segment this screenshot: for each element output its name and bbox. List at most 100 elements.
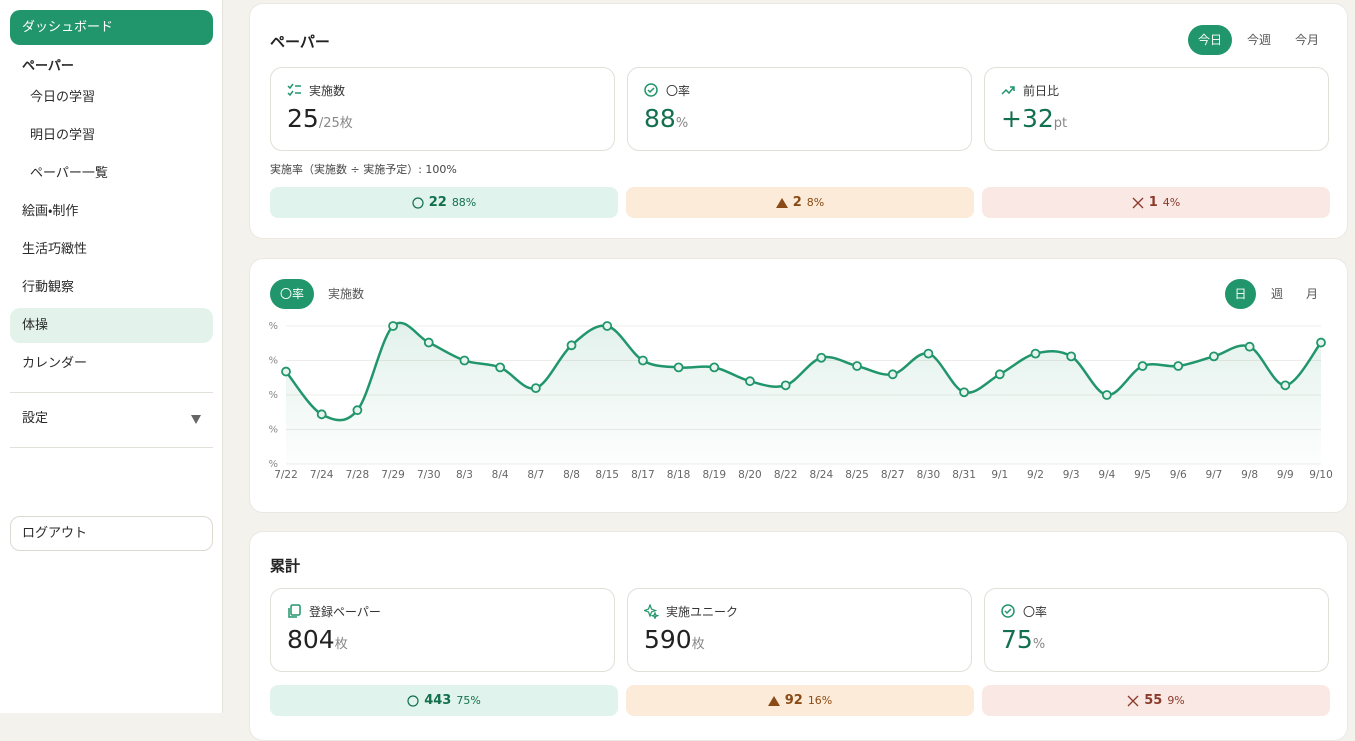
x-tick-label: 9/6 xyxy=(1170,469,1187,481)
nav-subitem[interactable]: 今日の学習 xyxy=(30,90,96,105)
x-tick-label: 8/7 xyxy=(527,469,544,481)
stat-label: 実施数 xyxy=(309,84,346,98)
total-card: 累計 登録ペーパー 804枚 実施ユニーク 590枚 〇率 75% 443 75% 92 16% 5… xyxy=(249,531,1348,741)
x-tick-label: 9/1 xyxy=(991,469,1008,481)
note: 実施率（実施数 ÷ 実施予定）: 100% xyxy=(270,163,457,176)
stat-value-row: 590枚 xyxy=(644,625,705,654)
stat-unit: /25枚 xyxy=(318,116,353,131)
sidebar: ダッシュボード ペーパー 今日の学習 明日の学習 ペーパー一覧 絵画・制作 生活… xyxy=(0,0,223,713)
stat-box: 〇率 88% xyxy=(627,67,972,151)
stat-value: 75 xyxy=(1001,625,1033,654)
stat-icon xyxy=(644,83,659,102)
point xyxy=(281,366,291,377)
tab[interactable]: 今週 xyxy=(1246,33,1271,47)
x-tick-label: 8/19 xyxy=(702,469,726,481)
point xyxy=(1137,361,1148,371)
stat-label: 〇率 xyxy=(666,84,691,98)
point xyxy=(923,348,934,359)
stat-value: 88 xyxy=(644,104,676,133)
result-percent: 9% xyxy=(1167,694,1185,707)
result-percent: 8% xyxy=(806,196,825,209)
logout-button[interactable] xyxy=(10,516,213,551)
stat-value: 590 xyxy=(644,625,692,654)
y-tick-label: % xyxy=(268,459,278,470)
divider xyxy=(10,447,213,448)
stat-value-row: 75% xyxy=(1001,625,1045,654)
x-tick-label: 8/17 xyxy=(631,469,655,481)
result-bar: 22 88% xyxy=(270,187,618,218)
divider xyxy=(10,392,213,393)
point xyxy=(1173,361,1184,371)
stat-value-row: 804枚 xyxy=(287,625,348,654)
nav-subitem[interactable]: 明日の学習 xyxy=(30,128,96,143)
point xyxy=(566,340,577,351)
chart-card: 〇率 実施数 日 週 月 %%%%% 7/22 7/24 7/28 7/29 7/30 8/… xyxy=(249,258,1348,513)
x-tick-label: 9/8 xyxy=(1241,469,1258,481)
result-icon xyxy=(1132,197,1144,209)
nav-item[interactable]: 生活巧緻性 xyxy=(22,242,88,257)
x-tick-label: 7/30 xyxy=(417,469,441,481)
tab[interactable]: 週 xyxy=(1270,287,1283,301)
nav-settings[interactable]: 設定 xyxy=(22,411,49,426)
nav-section: ペーパー xyxy=(22,59,74,74)
nav-item[interactable]: 行動観察 xyxy=(22,280,75,295)
nav-item[interactable]: 体操 xyxy=(22,318,49,333)
nav-item[interactable]: 絵画・制作 xyxy=(22,204,79,219)
result-percent: 88% xyxy=(451,196,477,209)
logout-label[interactable]: ログアウト xyxy=(22,526,88,541)
x-tick-label: 9/4 xyxy=(1098,469,1115,481)
point xyxy=(1066,351,1077,362)
result-icon xyxy=(407,694,419,707)
point xyxy=(1316,337,1326,348)
x-tick-label: 8/3 xyxy=(456,469,473,481)
point xyxy=(459,355,470,366)
point xyxy=(887,369,898,380)
x-tick-label: 8/15 xyxy=(595,469,619,481)
tab[interactable]: 今月 xyxy=(1294,33,1319,47)
y-tick-label: % xyxy=(268,425,278,436)
nav-subitem[interactable]: ペーパー一覧 xyxy=(30,166,108,181)
area xyxy=(286,322,1321,464)
dropdown-arrow[interactable] xyxy=(191,415,201,424)
tab[interactable]: 日 xyxy=(1225,279,1256,309)
nav-item[interactable]: ダッシュボード xyxy=(22,20,114,35)
x-tick-label: 8/4 xyxy=(492,469,509,481)
result-count: 2 xyxy=(792,195,802,210)
stat-value-row: 88% xyxy=(644,104,688,133)
result-percent: 75% xyxy=(456,694,481,707)
stat-label: 登録ペーパー xyxy=(309,605,381,619)
stat-value-row: 25/25枚 xyxy=(287,104,353,133)
nav-active[interactable] xyxy=(10,10,213,45)
point xyxy=(388,321,398,331)
result-count: 1 xyxy=(1148,195,1158,210)
stat-box: 登録ペーパー 804枚 xyxy=(270,588,615,672)
stat-label: 実施ユニーク xyxy=(666,605,739,619)
point xyxy=(602,321,613,331)
y-tick-label: % xyxy=(268,321,278,332)
point xyxy=(780,380,791,391)
point xyxy=(709,362,720,373)
x-tick-label: 7/24 xyxy=(310,469,334,481)
x-tick-label: 7/22 xyxy=(274,469,298,481)
stat-icon xyxy=(1001,604,1016,623)
point xyxy=(1209,351,1219,362)
point xyxy=(1101,390,1112,400)
tab[interactable]: 今日 xyxy=(1188,25,1232,55)
point xyxy=(994,369,1005,380)
point xyxy=(1030,348,1041,359)
x-tick-label: 8/20 xyxy=(738,469,762,481)
x-tick-label: 9/2 xyxy=(1027,469,1044,481)
stat-icon xyxy=(287,604,302,623)
y-tick-label: % xyxy=(268,390,278,401)
nav-item[interactable]: カレンダー xyxy=(22,356,88,371)
result-count: 22 xyxy=(428,195,447,210)
result-icon xyxy=(775,197,788,209)
tab[interactable]: 月 xyxy=(1305,287,1318,301)
card-title: ペーパー xyxy=(270,33,330,51)
paper-card: ペーパー 今日 今週 今月 実施率（実施数 ÷ 実施予定）: 100% 実施数 2… xyxy=(249,3,1348,239)
point xyxy=(637,355,648,366)
tab[interactable]: 実施数 xyxy=(327,287,364,301)
tab[interactable]: 〇率 xyxy=(270,279,314,309)
point xyxy=(316,409,327,420)
